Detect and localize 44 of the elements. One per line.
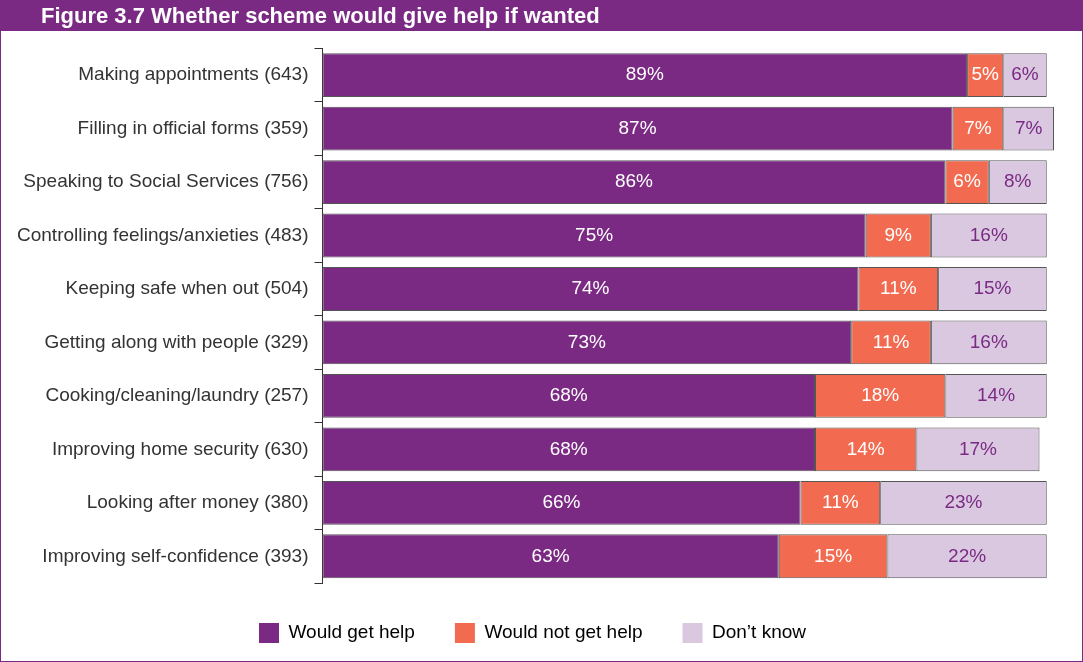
data-label: 7% [1014,116,1043,138]
data-label: 66% [542,491,581,513]
y-tick-label: Keeping safe when out (504) [65,277,309,299]
y-tick-label: Filling in official forms (359) [77,116,309,138]
y-tick-label: Making appointments (643) [78,63,309,85]
data-label: 73% [567,330,606,352]
data-label: 14% [846,437,885,459]
data-label: 15% [973,277,1012,299]
y-tick-label: Controlling feelings/anxieties (483) [16,223,309,245]
data-label: 11% [879,277,917,299]
data-label: 8% [1004,170,1032,192]
data-label: 22% [948,544,987,566]
data-label: 74% [571,277,610,299]
legend-label: Don’t know [712,621,807,643]
data-label: 68% [549,437,588,459]
y-tick-label: Improving self-confidence (393) [42,544,309,566]
data-label: 6% [953,170,981,192]
data-label: 18% [861,384,900,406]
data-label: 11% [822,491,859,513]
legend-label: Would not get help [484,621,643,643]
data-label: 23% [944,491,983,513]
y-tick-label: Speaking to Social Services (756) [23,170,309,192]
chart-title: Figure 3.7 Whether scheme would give help if wanted [1,1,1082,31]
y-tick-label: Improving home security (630) [51,437,309,459]
data-label: 7% [964,116,992,138]
data-label: 75% [575,223,614,245]
data-label: 11% [872,330,910,352]
data-label: 87% [618,116,657,138]
data-label: 16% [969,223,1008,245]
y-tick-label: Getting along with people (329) [44,330,309,352]
y-tick-label: Cooking/cleaning/laundry (257) [45,384,309,406]
data-label: 86% [614,170,654,192]
data-label: 15% [814,544,853,566]
data-label: 5% [971,63,1000,85]
data-label: 16% [969,330,1008,352]
data-label: 68% [549,384,588,406]
data-label: 17% [958,437,998,459]
data-label: 6% [1011,63,1039,85]
legend-label: Would get help [288,621,415,643]
y-tick-label: Looking after money (380) [86,491,309,513]
data-label: 63% [531,544,570,566]
data-label: 9% [884,223,913,245]
data-label: 14% [977,384,1016,406]
data-label: 89% [625,63,664,85]
